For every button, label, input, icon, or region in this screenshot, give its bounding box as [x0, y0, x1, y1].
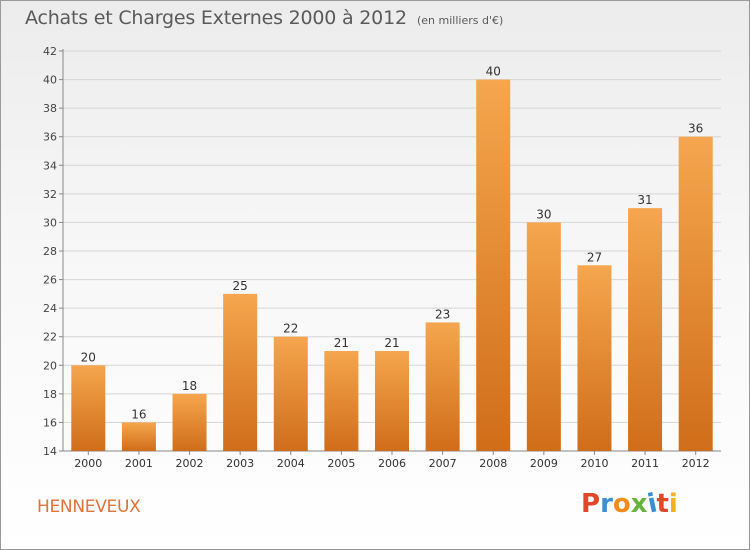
y-tick-label: 42 — [43, 45, 57, 58]
bar — [425, 322, 460, 451]
y-tick-label: 16 — [43, 416, 57, 429]
x-tick-label: 2001 — [125, 457, 153, 470]
y-tick-label: 22 — [43, 331, 57, 344]
bar — [476, 79, 511, 452]
y-tick-label: 26 — [43, 274, 57, 287]
data-label: 20 — [81, 350, 96, 364]
data-label: 22 — [283, 322, 298, 336]
bar — [577, 265, 612, 451]
logo-letter: o — [612, 489, 631, 519]
logo-letter: i — [668, 489, 678, 519]
bar — [71, 365, 106, 451]
data-label: 16 — [131, 407, 146, 421]
bar — [273, 336, 308, 451]
data-label: 25 — [233, 279, 248, 293]
data-label: 18 — [182, 379, 197, 393]
commune-name: HENNEVEUX — [37, 497, 141, 517]
x-tick-label: 2008 — [479, 457, 507, 470]
bar — [324, 351, 359, 451]
y-tick-label: 40 — [43, 74, 57, 87]
y-tick-label: 28 — [43, 245, 57, 258]
y-tick-label: 32 — [43, 188, 57, 201]
data-label: 21 — [384, 336, 399, 350]
chart-title: Achats et Charges Externes 2000 à 2012 — [25, 7, 407, 29]
data-label: 40 — [486, 65, 501, 79]
bar — [375, 351, 409, 451]
data-label: 30 — [536, 207, 551, 221]
x-tick-label: 2004 — [277, 457, 305, 470]
y-tick-label: 14 — [43, 445, 57, 458]
bar — [678, 136, 713, 451]
y-tick-label: 38 — [43, 102, 57, 115]
x-tick-label: 2009 — [530, 457, 558, 470]
x-tick-label: 2012 — [682, 457, 710, 470]
x-tick-label: 2005 — [327, 457, 355, 470]
data-label: 27 — [587, 250, 602, 264]
y-tick-label: 34 — [43, 159, 57, 172]
x-tick-label: 2000 — [74, 457, 102, 470]
bar — [628, 208, 663, 451]
x-tick-label: 2003 — [226, 457, 254, 470]
y-tick-label: 18 — [43, 388, 57, 401]
y-tick-label: 20 — [43, 359, 57, 372]
bars — [71, 79, 713, 452]
y-tick-label: 36 — [43, 131, 57, 144]
data-label: 36 — [688, 122, 703, 136]
x-tick-label: 2006 — [378, 457, 406, 470]
logo-letter: P — [581, 489, 601, 519]
bar — [526, 222, 561, 451]
x-tick-label: 2007 — [429, 457, 457, 470]
bar — [121, 422, 156, 451]
data-labels: 2000 20 2001 16 2002 18 2003 25 2004 22 2005 21 2006… — [74, 65, 709, 470]
bar — [172, 393, 207, 451]
data-label: 31 — [637, 193, 652, 207]
bar — [223, 293, 258, 451]
data-label: 21 — [334, 336, 349, 350]
x-tick-label: 2011 — [631, 457, 659, 470]
logo-letter: x — [630, 489, 648, 519]
proxiti-logo[interactable]: Proxiti — [581, 488, 678, 519]
x-tick-label: 2010 — [580, 457, 608, 470]
logo-letter: t — [656, 489, 669, 519]
data-label: 23 — [435, 307, 450, 321]
y-tick-label: 30 — [43, 216, 57, 229]
logo-letter: r — [600, 489, 613, 519]
chart-subtitle: (en milliers d'€) — [417, 14, 504, 27]
y-tick-label: 24 — [43, 302, 57, 315]
x-tick-label: 2002 — [176, 457, 204, 470]
